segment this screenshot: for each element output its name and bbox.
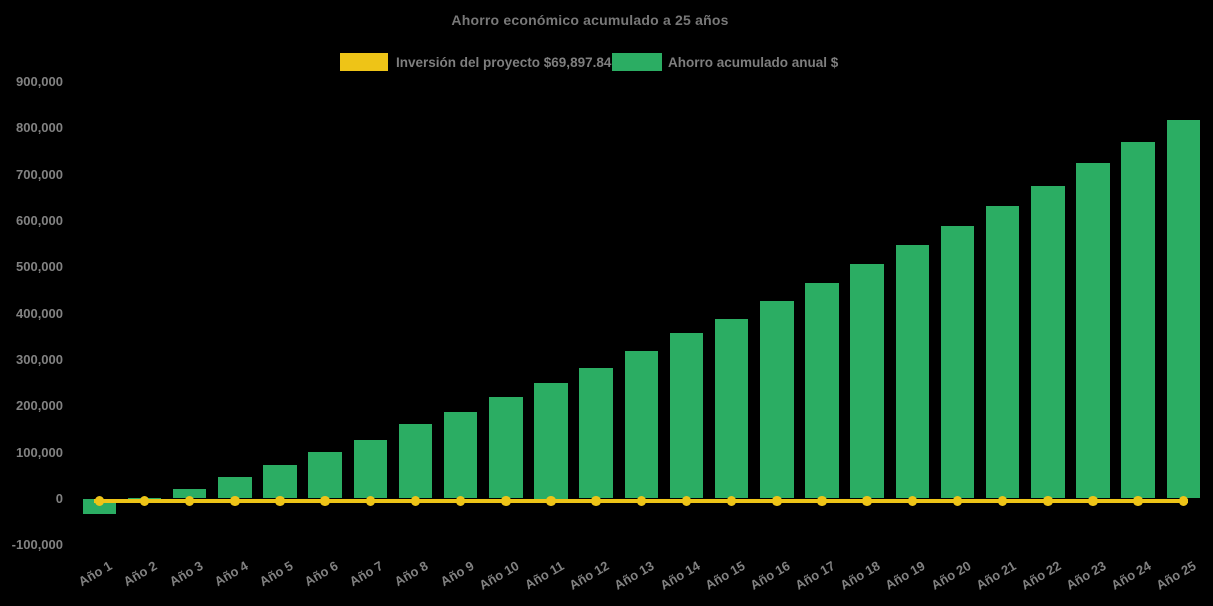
y-tick-label: 0	[55, 491, 63, 506]
y-tick-label: 800,000	[16, 120, 63, 136]
bar-año-3	[172, 489, 207, 499]
bar-año-4	[218, 477, 252, 499]
bar-año-7	[353, 440, 388, 499]
investment-point	[591, 496, 601, 506]
chart-title: Ahorro económico acumulado a 25 años	[451, 12, 729, 28]
bar-año-9	[443, 411, 478, 499]
bar-año-21	[985, 206, 1020, 499]
investment-point	[817, 496, 827, 506]
investment-point	[320, 496, 330, 506]
bar-año-6	[308, 451, 342, 499]
bar-año-17	[805, 282, 839, 499]
investment-point	[1088, 496, 1098, 506]
investment-point	[94, 496, 105, 506]
investment-point	[1133, 496, 1143, 506]
investment-point	[455, 496, 466, 506]
bar-año-10	[489, 397, 523, 499]
investment-point	[907, 496, 918, 506]
investment-point	[862, 496, 872, 506]
legend-label-ahorro: Ahorro acumulado anual $	[668, 55, 839, 70]
y-tick-label: 500,000	[16, 259, 63, 275]
investment-point	[184, 496, 195, 506]
investment-point	[139, 496, 150, 506]
legend-swatch-inversion	[340, 53, 388, 71]
bar-año-12	[579, 367, 613, 499]
investment-point	[230, 496, 240, 506]
investment-point	[636, 496, 647, 506]
bar-año-11	[534, 382, 568, 499]
bar-año-16	[760, 301, 794, 499]
investment-point	[1043, 496, 1053, 506]
investment-point	[546, 496, 556, 506]
bar-año-19	[895, 244, 930, 499]
y-tick-label: 200,000	[16, 398, 63, 414]
investment-point	[952, 496, 963, 506]
bar-año-13	[624, 351, 659, 499]
legend-label-inversion: Inversión del proyecto $69,897.84	[396, 55, 612, 70]
investment-point	[726, 496, 737, 506]
y-tick-label: 400,000	[16, 305, 63, 321]
investment-point	[1178, 496, 1189, 506]
investment-point	[681, 496, 692, 506]
investment-point	[501, 496, 511, 506]
y-tick-label: 900,000	[16, 73, 63, 89]
bar-año-18	[850, 263, 884, 499]
y-tick-label: 600,000	[16, 212, 63, 228]
bar-año-14	[669, 333, 704, 499]
bar-año-24	[1121, 142, 1155, 499]
investment-point	[365, 496, 376, 506]
bar-año-22	[1031, 186, 1065, 499]
investment-point	[410, 496, 421, 506]
y-tick-label: -100,000	[11, 537, 63, 553]
bar-año-23	[1076, 163, 1110, 499]
investment-point	[275, 496, 285, 506]
y-tick-label: 700,000	[16, 166, 63, 182]
bar-año-20	[940, 225, 975, 499]
bar-año-15	[714, 319, 749, 499]
y-tick-label: 100,000	[16, 444, 63, 460]
investment-point	[772, 496, 782, 506]
bar-año-25	[1166, 119, 1201, 499]
legend-swatch-ahorro	[612, 53, 662, 71]
bar-año-5	[263, 464, 297, 499]
investment-point	[997, 496, 1008, 506]
y-tick-label: 300,000	[16, 351, 63, 367]
bar-año-8	[398, 424, 433, 499]
